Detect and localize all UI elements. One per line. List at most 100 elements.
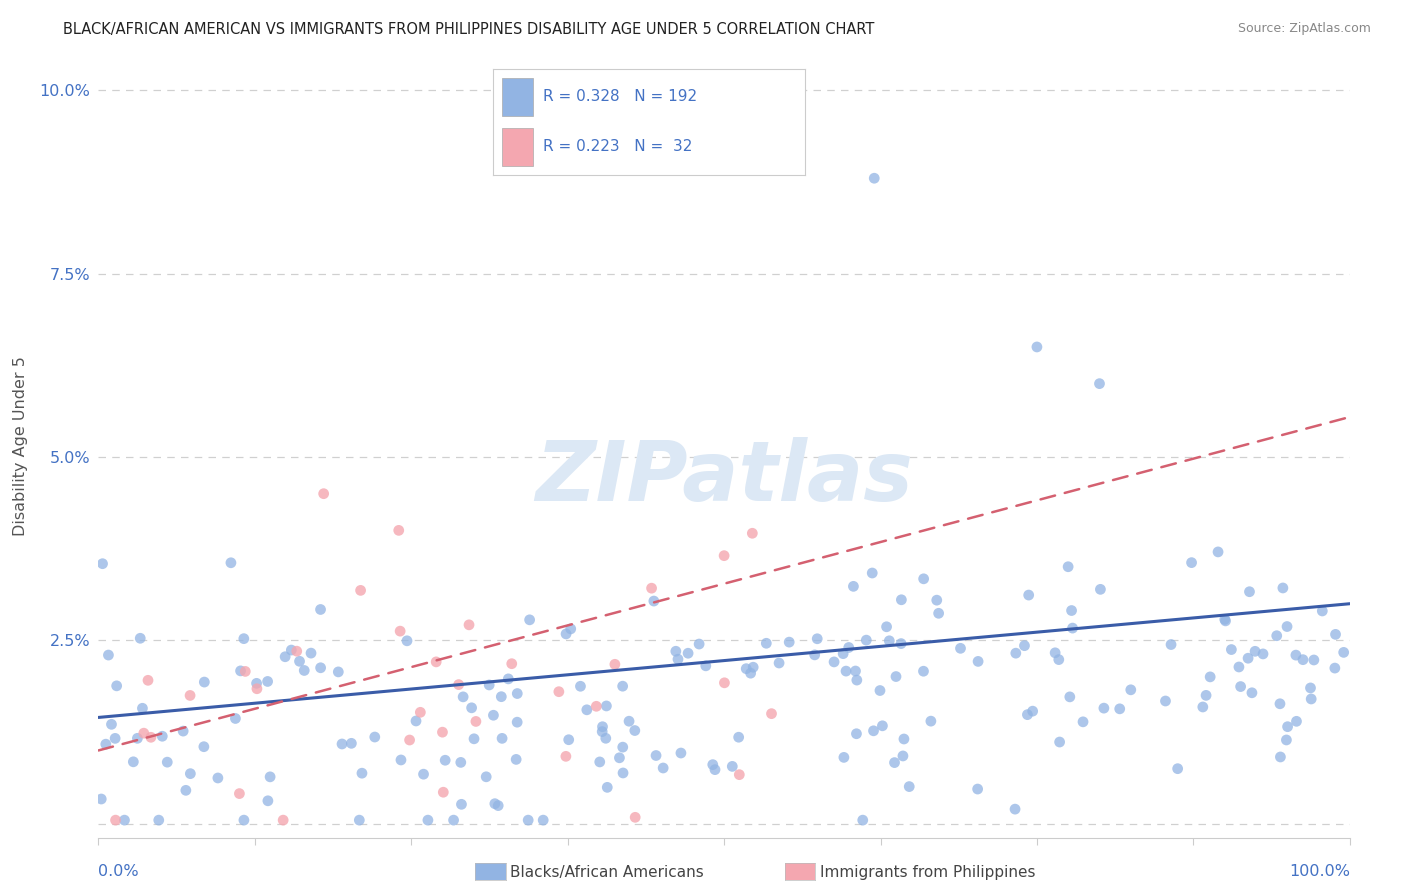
- Point: [755, 636, 778, 650]
- Point: [450, 797, 472, 812]
- Point: [617, 714, 640, 729]
- Point: [596, 780, 619, 795]
- Point: [105, 679, 128, 693]
- Point: [569, 679, 592, 693]
- Text: BLACK/AFRICAN AMERICAN VS IMMIGRANTS FROM PHILIPPINES DISABILITY AGE UNDER 5 COR: BLACK/AFRICAN AMERICAN VS IMMIGRANTS FRO…: [63, 22, 875, 37]
- Point: [890, 592, 912, 607]
- Point: [1227, 660, 1250, 674]
- Point: [624, 723, 647, 738]
- Point: [1275, 733, 1298, 747]
- Point: [122, 755, 145, 769]
- Point: [179, 689, 201, 703]
- Point: [1213, 612, 1236, 626]
- Point: [506, 687, 529, 701]
- Point: [1060, 603, 1083, 617]
- Point: [228, 787, 250, 801]
- Point: [409, 706, 432, 720]
- Point: [482, 708, 505, 723]
- Point: [1199, 670, 1222, 684]
- Point: [232, 813, 254, 827]
- Point: [591, 724, 613, 739]
- Point: [876, 620, 898, 634]
- Point: [1285, 648, 1308, 662]
- Point: [1292, 653, 1315, 667]
- Text: Source: ZipAtlas.com: Source: ZipAtlas.com: [1237, 22, 1371, 36]
- Point: [505, 752, 527, 766]
- Point: [967, 654, 990, 668]
- Point: [498, 672, 520, 686]
- Point: [328, 665, 350, 679]
- Point: [603, 657, 626, 672]
- Point: [845, 727, 868, 741]
- Point: [246, 681, 269, 696]
- Point: [803, 648, 825, 662]
- Point: [1154, 694, 1177, 708]
- Point: [129, 632, 152, 646]
- Point: [1160, 638, 1182, 652]
- Point: [127, 731, 149, 746]
- Point: [1239, 584, 1261, 599]
- Point: [172, 724, 194, 739]
- Point: [624, 810, 647, 824]
- Point: [838, 640, 860, 655]
- Point: [395, 633, 418, 648]
- Point: [531, 813, 554, 827]
- Point: [1167, 762, 1189, 776]
- Point: [256, 674, 278, 689]
- Point: [451, 690, 474, 704]
- Point: [1047, 652, 1070, 666]
- Point: [491, 690, 513, 704]
- Point: [741, 526, 763, 541]
- Point: [405, 714, 427, 728]
- Text: ZIPatlas: ZIPatlas: [536, 437, 912, 518]
- Point: [193, 739, 215, 754]
- Point: [1244, 644, 1267, 658]
- Point: [280, 643, 302, 657]
- Point: [727, 730, 749, 744]
- Point: [104, 731, 127, 746]
- Point: [1301, 692, 1323, 706]
- Point: [1237, 651, 1260, 665]
- Point: [136, 673, 159, 688]
- Point: [257, 794, 280, 808]
- Point: [148, 813, 170, 827]
- Point: [1049, 735, 1071, 749]
- Point: [554, 749, 576, 764]
- Point: [1014, 639, 1036, 653]
- Point: [340, 736, 363, 750]
- Point: [388, 524, 411, 538]
- Point: [460, 701, 482, 715]
- Point: [891, 748, 914, 763]
- Point: [207, 771, 229, 785]
- Point: [1220, 642, 1243, 657]
- Point: [1090, 582, 1112, 597]
- Point: [547, 684, 569, 698]
- Text: Immigrants from Philippines: Immigrants from Philippines: [820, 865, 1035, 880]
- Point: [1229, 680, 1251, 694]
- Point: [855, 633, 877, 648]
- Point: [898, 780, 921, 794]
- Point: [893, 731, 915, 746]
- Point: [688, 637, 710, 651]
- Point: [90, 792, 112, 806]
- Point: [879, 633, 901, 648]
- Point: [229, 664, 252, 678]
- Point: [309, 602, 332, 616]
- Point: [224, 711, 246, 725]
- Point: [450, 756, 472, 770]
- Point: [845, 673, 868, 687]
- Point: [1277, 720, 1299, 734]
- Point: [484, 797, 506, 811]
- Point: [1191, 700, 1213, 714]
- Point: [299, 646, 322, 660]
- Y-axis label: Disability Age Under 5: Disability Age Under 5: [13, 356, 28, 536]
- Point: [1071, 714, 1094, 729]
- Point: [412, 767, 434, 781]
- Point: [713, 675, 735, 690]
- Point: [1302, 653, 1324, 667]
- Point: [458, 617, 481, 632]
- Point: [1017, 707, 1039, 722]
- Point: [640, 581, 662, 595]
- Point: [595, 731, 617, 746]
- Point: [478, 678, 501, 692]
